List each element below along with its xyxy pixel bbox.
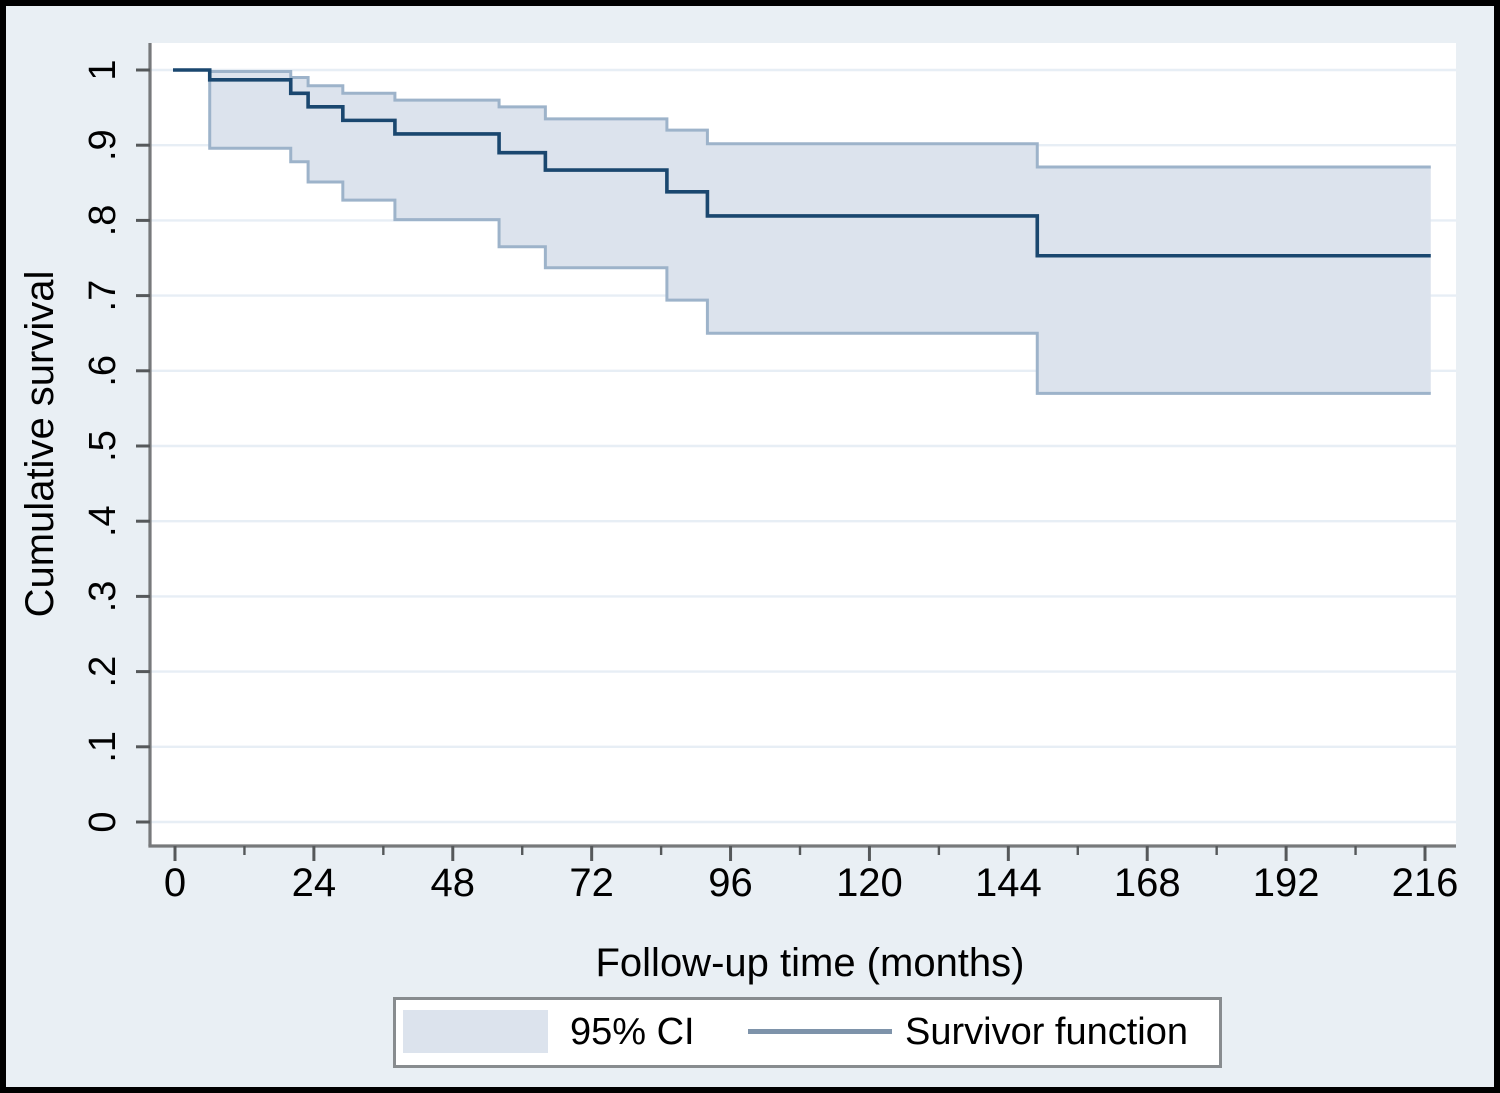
ci-band-swatch: [403, 1010, 548, 1053]
x-tick-label: 216: [1392, 861, 1459, 905]
x-tick-label: 48: [431, 861, 476, 905]
survivor-line-swatch: [748, 1029, 892, 1034]
y-tick-label: .1: [82, 731, 124, 763]
x-tick-label: 168: [1114, 861, 1181, 905]
x-tick-label: 24: [292, 861, 337, 905]
y-tick-label: .7: [82, 280, 124, 312]
ci-upper-edge: [209, 70, 1431, 169]
x-axis-title: Follow-up time (months): [595, 941, 1025, 985]
x-tick-label: 192: [1253, 861, 1320, 905]
y-tick-label: .5: [82, 430, 124, 462]
y-tick-label: .4: [82, 505, 124, 537]
legend-box: 95% CI Survivor function: [393, 997, 1222, 1068]
y-tick-label: .9: [82, 129, 124, 161]
survivor-line: [173, 68, 1431, 258]
y-tick-label: .6: [82, 355, 124, 387]
x-tick-label: 0: [164, 861, 186, 905]
x-tick-label: 144: [975, 861, 1042, 905]
x-tick-label: 120: [836, 861, 903, 905]
y-tick-label: 0: [82, 811, 124, 832]
x-tick-label: 96: [708, 861, 753, 905]
y-tick-label: .3: [82, 581, 124, 613]
legend-label-ci: 95% CI: [570, 1011, 695, 1053]
y-tick-label: 1: [82, 59, 124, 80]
legend-label-survivor: Survivor function: [905, 1011, 1189, 1053]
y-tick-label: .2: [82, 656, 124, 688]
x-tick-label: 72: [569, 861, 614, 905]
y-axis-title: Cumulative survival: [18, 270, 62, 618]
y-tick-label: .8: [82, 205, 124, 237]
ci-lower-edge: [208, 71, 1431, 395]
